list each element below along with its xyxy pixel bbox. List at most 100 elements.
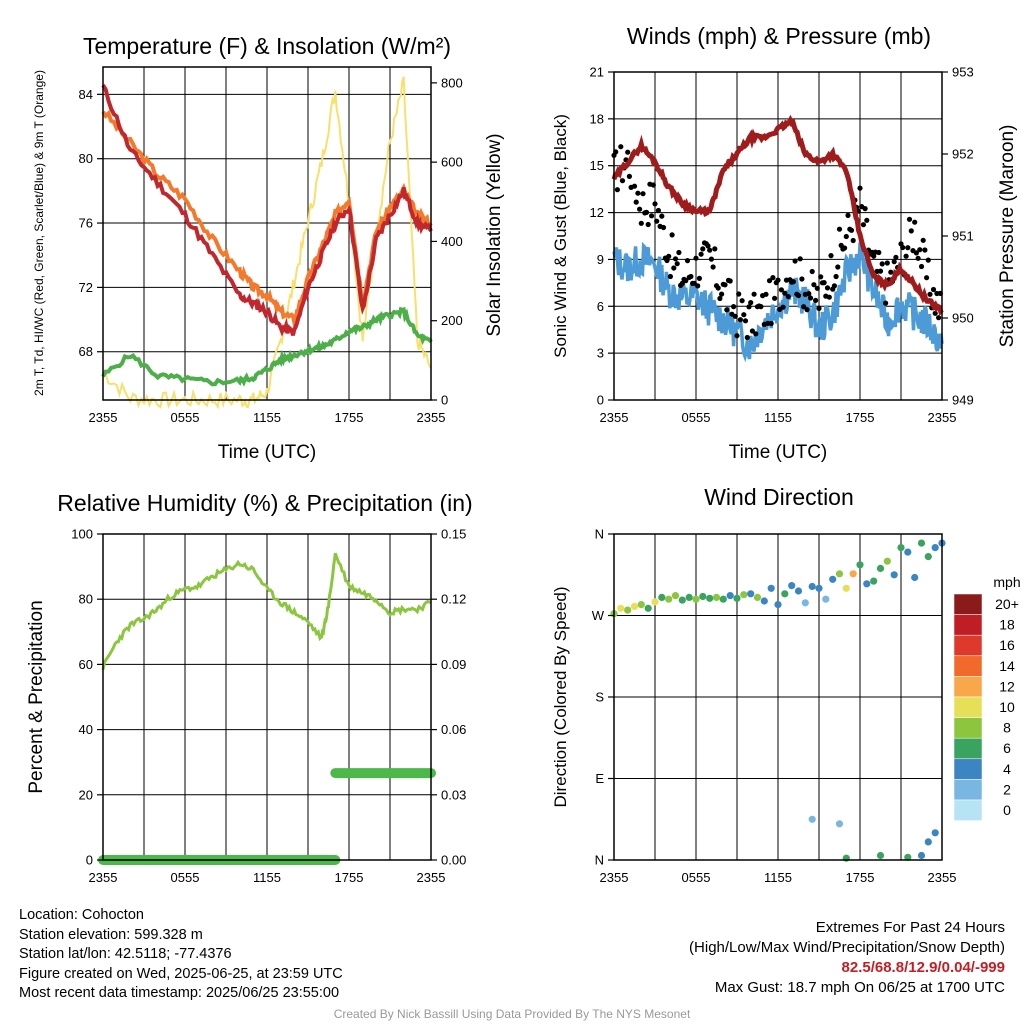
rh-title: Relative Humidity (%) & Precipitation (i…: [57, 490, 472, 516]
y-right-tick-label: 800: [441, 75, 463, 90]
x-tick-label: 2355: [417, 410, 446, 425]
wind-ylabel-right: Station Pressure (Maroon): [997, 125, 1018, 348]
direction-point: [678, 596, 686, 604]
station-elevation: Station elevation: 599.328 m: [19, 926, 203, 943]
legend-label: 16: [999, 637, 1015, 653]
gust-point: [763, 291, 769, 297]
direction-point: [644, 604, 652, 612]
temp2m-line: [101, 84, 433, 337]
gust-point: [857, 185, 863, 191]
gust-point: [905, 245, 911, 251]
temp-ylabel: 2m T, Td, HI/WC (Red, Green, Scarlet/Blu…: [32, 70, 46, 396]
wind-ticks: 2355 0555 1155 1755 2355 0 3 6 9 12 15 18 21 949 950 95…: [590, 65, 974, 426]
legend-label: 2: [1003, 781, 1011, 797]
direction-point: [904, 548, 912, 556]
x-tick-label: 1155: [764, 870, 792, 885]
y-right-tick-label: 0.06: [441, 722, 466, 737]
gust-point: [850, 237, 856, 244]
x-tick-label: 2355: [600, 870, 629, 885]
gust-point: [715, 285, 721, 291]
direction-point: [637, 601, 645, 609]
direction-point: [801, 599, 809, 607]
gust-point: [748, 300, 754, 306]
rh-grid: [103, 533, 431, 861]
x-tick-label: 2355: [928, 870, 957, 885]
x-tick-label: 1155: [253, 410, 281, 425]
direction-series: [610, 539, 946, 862]
gust-point: [900, 244, 906, 251]
legend-swatch: [953, 676, 983, 698]
gust-point: [633, 199, 639, 205]
gust-point: [618, 144, 624, 150]
y-right-tick-label: 0.09: [441, 657, 466, 672]
direction-point: [931, 829, 939, 837]
gust-point: [650, 182, 656, 188]
legend-swatch: [953, 634, 983, 657]
legend-swatch: [953, 779, 983, 801]
legend-label: 6: [1003, 740, 1011, 756]
y-tick-label: N: [595, 527, 604, 542]
rh-ylabel: Percent & Precipitation: [26, 600, 47, 793]
gust-point: [664, 257, 670, 264]
gust-point: [626, 173, 633, 179]
gust-point: [660, 224, 667, 231]
direction-point: [924, 838, 932, 846]
station-latlon: Station lat/lon: 42.5118; -77.4376: [19, 946, 232, 962]
gust-point: [836, 226, 843, 232]
y-tick-label: 84: [79, 87, 93, 102]
y-right-tick-label: 0.12: [441, 592, 466, 607]
legend-swatch: [953, 593, 983, 615]
wind-grid: [614, 71, 942, 401]
gust-point: [671, 265, 677, 271]
gust-point: [804, 307, 810, 313]
gust-point: [631, 183, 638, 189]
temp-panel: Temperature (F) & Insolation (W/m²) 2355…: [32, 33, 505, 463]
x-tick-label: 2355: [600, 410, 629, 425]
gust-point: [871, 253, 877, 259]
gust-point: [828, 253, 834, 259]
gust-point: [732, 313, 738, 319]
gust-point: [770, 275, 776, 281]
x-tick-label: 0555: [682, 410, 711, 425]
gust-point: [758, 304, 764, 310]
gust-point: [645, 221, 651, 228]
gust-point: [696, 275, 703, 281]
direction-point: [829, 575, 837, 583]
y-right-tick-label: 600: [441, 155, 463, 170]
direction-point: [630, 602, 639, 611]
direction-point: [665, 595, 673, 603]
gust-point: [672, 256, 679, 262]
y-tick-label: 12: [590, 205, 604, 220]
extremes-title: Extremes For Past 24 Hours: [815, 919, 1005, 936]
station-location: Location: Cohocton: [19, 907, 144, 923]
gust-point: [654, 218, 660, 224]
direction-point: [897, 544, 905, 552]
gust-point: [667, 273, 674, 280]
direction-point: [856, 561, 864, 569]
gust-point: [666, 253, 672, 259]
gust-point: [821, 280, 827, 286]
direction-point: [733, 594, 741, 602]
direction-point: [911, 573, 919, 582]
gust-point: [637, 206, 643, 212]
direction-point: [706, 594, 714, 602]
x-tick-label: 2355: [89, 870, 118, 885]
gust-point: [649, 213, 655, 219]
temp-plot-frame: [102, 66, 432, 401]
gust-point: [807, 295, 814, 301]
direction-point: [890, 571, 898, 579]
wind-xlabel: Time (UTC): [729, 442, 828, 463]
gust-point: [908, 228, 914, 234]
gust-point: [912, 219, 918, 225]
direction-point: [685, 593, 693, 602]
x-tick-label: 1755: [335, 410, 364, 425]
gust-point: [731, 304, 737, 310]
legend-label: 14: [999, 658, 1015, 674]
direction-point: [726, 592, 734, 600]
gust-point: [707, 247, 713, 253]
y-tick-label: 20: [79, 787, 93, 802]
gust-point: [619, 178, 626, 184]
direction-panel: Wind Direction 2355 0555 1155 1755 2355 N E S W N…: [551, 484, 1021, 885]
credit-line: Created By Nick Bassill Using Data Provi…: [333, 1007, 691, 1021]
gust-point: [705, 243, 711, 249]
